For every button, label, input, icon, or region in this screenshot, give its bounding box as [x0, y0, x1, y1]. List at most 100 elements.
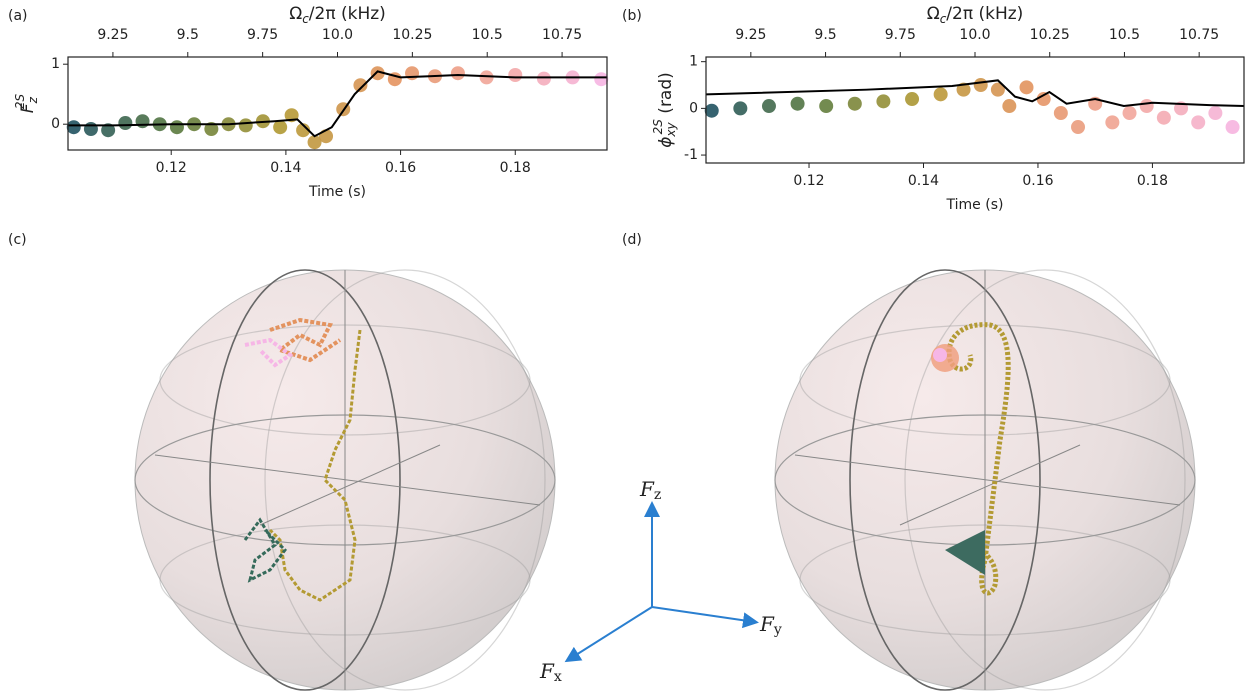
data-point: [370, 66, 385, 81]
x-tick-label: 0.12: [156, 160, 187, 176]
x2-axis-label: Ωc/2π (kHz): [289, 4, 386, 26]
x2-tick-label: 10.5: [472, 27, 503, 43]
data-point: [704, 103, 719, 118]
x2-tick-label: 9.25: [97, 27, 128, 43]
data-point: [1053, 106, 1068, 121]
data-point: [933, 87, 948, 102]
data-point: [83, 122, 98, 136]
x2-tick-label: 10.75: [1179, 27, 1219, 43]
data-point: [1019, 80, 1034, 95]
label-part: Ω: [289, 4, 302, 24]
data-point: [594, 72, 609, 87]
x2-tick-label: 9.5: [177, 27, 199, 43]
data-point: [1225, 120, 1240, 135]
y-tick-label: 1: [689, 54, 698, 70]
x-axis-label: Time (s): [308, 184, 366, 200]
x2-tick-label: 9.75: [247, 27, 278, 43]
data-point: [1036, 92, 1051, 107]
x2-tick-label: 10.5: [1109, 27, 1140, 43]
plot-frame: [67, 56, 608, 151]
x2-tick-label: 10.0: [322, 27, 353, 43]
data-point: [1208, 106, 1223, 121]
data-point: [1122, 106, 1137, 121]
data-point: [307, 135, 322, 150]
data-point: [204, 122, 219, 136]
label-part: ϕ: [656, 137, 676, 148]
data-point: [118, 116, 133, 130]
label-part: 2S: [13, 93, 27, 109]
bloch-sphere: [774, 269, 1196, 691]
data-point: [1002, 99, 1017, 114]
data-point: [238, 118, 253, 133]
data-point: [1156, 110, 1171, 125]
y-tick-label: 1: [51, 56, 60, 72]
x2-axis-label: Ωc/2π (kHz): [927, 4, 1024, 26]
data-point: [169, 120, 184, 135]
data-point: [905, 92, 920, 107]
data-point: [733, 101, 748, 116]
x-tick-label: 0.14: [908, 173, 939, 189]
data-point: [876, 94, 891, 109]
panel-label: (b): [622, 8, 642, 24]
y-axis-label: Fz2S: [13, 93, 40, 113]
x2-tick-label: 10.25: [392, 27, 432, 43]
fit-line: [68, 70, 607, 138]
fit-line: [705, 79, 1245, 108]
data-point: [761, 99, 776, 114]
label-part: 2S: [651, 119, 665, 135]
data-point: [135, 114, 150, 129]
data-point: [973, 78, 988, 93]
label-part: F: [18, 103, 38, 113]
label-part: Ω: [927, 4, 940, 24]
data-point: [1105, 115, 1120, 130]
x2-tick-label: 10.75: [542, 27, 582, 43]
data-point: [847, 96, 862, 111]
x-tick-label: 0.12: [793, 173, 824, 189]
panel-label: (a): [8, 8, 28, 24]
axis-label-y: Fy: [759, 612, 782, 639]
x2-tick-label: 10.0: [959, 27, 990, 43]
data-point: [353, 78, 368, 93]
data-point: [66, 120, 81, 135]
label-part: c: [302, 12, 309, 26]
data-point: [956, 82, 971, 97]
y-axis-label: ϕxy2S (rad): [651, 72, 678, 148]
x-tick-label: 0.16: [385, 160, 416, 176]
data-point: [536, 71, 551, 86]
x-axis-label: Time (s): [946, 197, 1004, 213]
data-point: [1071, 120, 1086, 135]
label-part: c: [940, 12, 947, 26]
x2-tick-label: 9.75: [885, 27, 916, 43]
label-part: xy: [664, 121, 678, 137]
label-part: z: [26, 96, 40, 104]
data-point: [101, 123, 116, 138]
x-tick-label: 0.14: [270, 160, 301, 176]
data-point: [450, 66, 465, 81]
y-tick-label: 0: [51, 116, 60, 132]
panel-label: (d): [622, 232, 642, 248]
x2-tick-label: 10.25: [1030, 27, 1070, 43]
data-point: [296, 123, 311, 138]
data-point: [273, 120, 288, 135]
bloch-sphere: [134, 269, 556, 691]
label-part: /2π (kHz): [946, 4, 1023, 24]
x-tick-label: 0.16: [1022, 173, 1053, 189]
axis-label-z: Fz: [639, 477, 661, 504]
data-point: [990, 82, 1005, 97]
y-tick-label: -1: [684, 147, 698, 163]
data-point: [1191, 115, 1206, 130]
x2-tick-label: 9.25: [735, 27, 766, 43]
data-point: [508, 68, 523, 82]
label-part: (rad): [656, 72, 676, 119]
label-part: /2π (kHz): [309, 4, 386, 24]
panel-label: (c): [8, 232, 27, 248]
plot-frame: [705, 56, 1245, 164]
axis-triad: [564, 501, 759, 663]
x-tick-label: 0.18: [1137, 173, 1168, 189]
axis-label-x: Fx: [539, 659, 562, 686]
data-point: [790, 96, 805, 111]
x-tick-label: 0.18: [500, 160, 531, 176]
x2-tick-label: 9.5: [814, 27, 836, 43]
data-point: [819, 99, 834, 114]
